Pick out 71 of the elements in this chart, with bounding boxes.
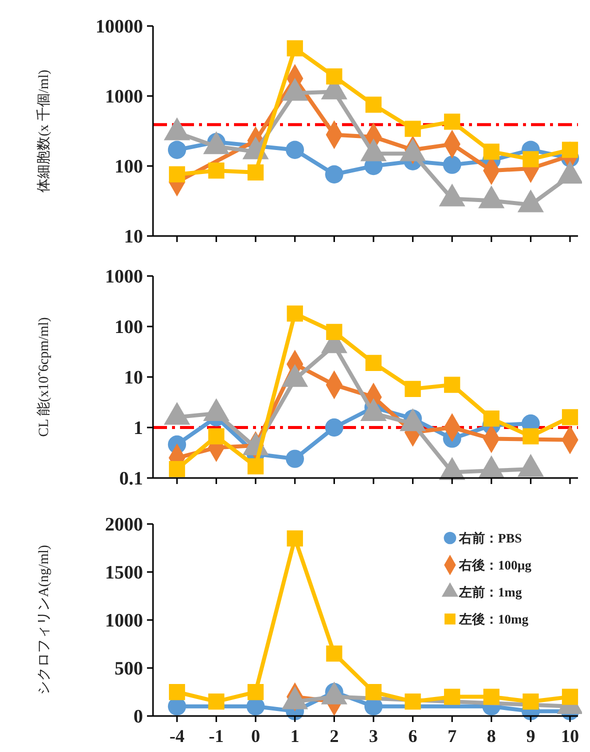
y-tick-label: 2000 xyxy=(105,514,143,536)
x-tick-label: 6 xyxy=(408,726,418,746)
point xyxy=(562,409,578,426)
y-tick-label: 1000 xyxy=(105,266,143,288)
point xyxy=(444,376,460,393)
y-axis-title: シクロフィリンA(ng/ml) xyxy=(37,544,52,696)
point xyxy=(404,120,421,137)
point xyxy=(483,688,500,705)
x-tick-label: 9 xyxy=(526,726,536,746)
point xyxy=(286,40,303,56)
y-axis-title: CL 能(x10ˆ6cpm/ml) xyxy=(36,316,52,437)
y-tick-label: 1500 xyxy=(105,562,143,584)
point xyxy=(522,428,539,444)
point xyxy=(168,140,186,159)
point xyxy=(483,144,500,160)
legend-label: 左前：1mg xyxy=(458,584,522,600)
x-tick-label: -1 xyxy=(208,726,224,746)
point xyxy=(248,458,264,474)
point xyxy=(562,688,578,705)
y-tick-label: 500 xyxy=(114,658,143,680)
point xyxy=(168,684,186,700)
point xyxy=(444,688,460,705)
point xyxy=(522,694,539,710)
y-tick-label: 100 xyxy=(114,156,143,178)
point xyxy=(248,684,264,700)
point xyxy=(325,165,344,184)
point xyxy=(365,684,382,700)
point xyxy=(286,306,303,322)
point xyxy=(562,142,578,158)
y-tick-label: 10 xyxy=(124,368,143,389)
x-tick-label: 7 xyxy=(448,726,457,746)
y-tick-label: 1000 xyxy=(105,86,143,108)
point xyxy=(404,694,421,710)
point xyxy=(365,96,382,113)
y-tick-label: 10000 xyxy=(96,16,143,38)
point xyxy=(326,324,342,340)
y-tick-label: 100 xyxy=(114,317,143,338)
x-tick-label: 8 xyxy=(486,726,496,746)
x-tick-label: 3 xyxy=(369,726,378,746)
x-tick-label: 10 xyxy=(561,726,579,746)
point xyxy=(444,114,460,130)
point xyxy=(286,140,304,159)
point xyxy=(248,164,264,180)
x-tick-label: -4 xyxy=(170,726,184,746)
legend-label: 左後：10mg xyxy=(458,612,529,627)
x-tick-label: 0 xyxy=(251,726,260,746)
x-tick-label: 2 xyxy=(330,726,339,746)
y-tick-label: 0 xyxy=(134,706,143,728)
point xyxy=(365,354,382,371)
point xyxy=(483,410,500,427)
point xyxy=(522,151,539,168)
legend-label: 右後：100μg xyxy=(458,558,532,573)
y-tick-label: 1 xyxy=(134,418,143,440)
point xyxy=(168,166,186,182)
point xyxy=(286,530,303,546)
point xyxy=(168,461,186,478)
point xyxy=(325,418,344,437)
legend-label: 右前：PBS xyxy=(458,530,522,546)
x-tick-label: 1 xyxy=(290,726,300,746)
point xyxy=(326,68,342,85)
y-tick-label: 10 xyxy=(124,226,143,248)
point xyxy=(443,156,462,174)
point xyxy=(208,162,224,179)
point xyxy=(326,646,342,662)
point xyxy=(208,428,224,444)
y-axis-title: 体細胞数(x 千個/ml) xyxy=(36,69,52,192)
point xyxy=(208,694,224,710)
point xyxy=(404,380,421,398)
point xyxy=(286,450,304,468)
y-tick-label: 1000 xyxy=(105,610,143,632)
y-tick-label: 0.1 xyxy=(119,468,143,490)
